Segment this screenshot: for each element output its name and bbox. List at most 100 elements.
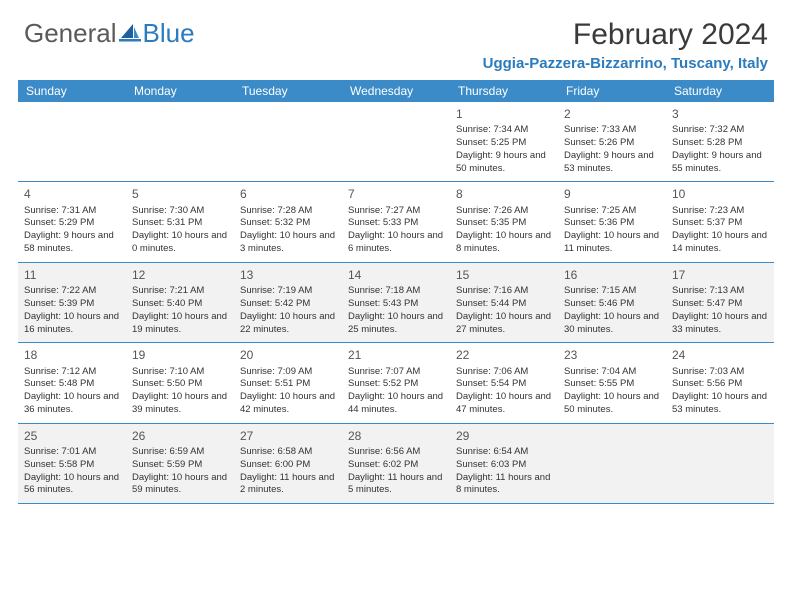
sail-icon [119,18,141,49]
day-number: 6 [240,186,336,202]
day-cell: 19Sunrise: 7:10 AMSunset: 5:50 PMDayligh… [126,343,234,422]
sunrise-text: Sunrise: 7:15 AM [564,285,660,298]
sunrise-text: Sunrise: 7:27 AM [348,205,444,218]
calendar: SundayMondayTuesdayWednesdayThursdayFrid… [0,80,792,504]
dow-cell: Friday [558,80,666,102]
title-block: February 2024 Uggia-Pazzera-Bizzarrino, … [483,18,768,72]
day-of-week-row: SundayMondayTuesdayWednesdayThursdayFrid… [18,80,774,102]
daylight-text: Daylight: 10 hours and 33 minutes. [672,311,768,337]
daylight-text: Daylight: 9 hours and 55 minutes. [672,150,768,176]
week-row: 1Sunrise: 7:34 AMSunset: 5:25 PMDaylight… [18,102,774,182]
day-cell: 20Sunrise: 7:09 AMSunset: 5:51 PMDayligh… [234,343,342,422]
day-cell: 3Sunrise: 7:32 AMSunset: 5:28 PMDaylight… [666,102,774,181]
day-cell: 24 Sunrise: 7:03 AMSunset: 5:56 PMDayligh… [666,343,774,422]
sunset-text: Sunset: 5:46 PM [564,298,660,311]
day-number: 23 [564,347,660,363]
day-cell: 13Sunrise: 7:19 AMSunset: 5:42 PMDayligh… [234,263,342,342]
sunrise-text: Sunrise: 6:59 AM [132,446,228,459]
day-cell: 21Sunrise: 7:07 AMSunset: 5:52 PMDayligh… [342,343,450,422]
day-cell: 27Sunrise: 6:58 AMSunset: 6:00 PMDayligh… [234,424,342,503]
sunrise-text: Sunrise: 6:54 AM [456,446,552,459]
day-number: 11 [24,267,120,283]
daylight-text: Daylight: 9 hours and 50 minutes. [456,150,552,176]
daylight-text: Daylight: 10 hours and 22 minutes. [240,311,336,337]
day-cell: 11Sunrise: 7:22 AMSunset: 5:39 PMDayligh… [18,263,126,342]
sunset-text: Sunset: 5:31 PM [132,217,228,230]
month-title: February 2024 [483,18,768,51]
sunset-text: Sunset: 5:25 PM [456,137,552,150]
day-cell: 10Sunrise: 7:23 AMSunset: 5:37 PMDayligh… [666,182,774,261]
daylight-text: Daylight: 10 hours and 36 minutes. [24,391,120,417]
day-number: 25 [24,428,120,444]
daylight-text: Daylight: 10 hours and 3 minutes. [240,230,336,256]
dow-cell: Monday [126,80,234,102]
dow-cell: Wednesday [342,80,450,102]
daylight-text: Daylight: 11 hours and 5 minutes. [348,472,444,498]
sunrise-text: Sunrise: 6:56 AM [348,446,444,459]
sunrise-text: Sunrise: 7:07 AM [348,366,444,379]
day-number: 1 [456,106,552,122]
day-cell [18,102,126,181]
day-cell: 6Sunrise: 7:28 AMSunset: 5:32 PMDaylight… [234,182,342,261]
day-number: 22 [456,347,552,363]
daylight-text: Daylight: 10 hours and 19 minutes. [132,311,228,337]
sunrise-text: Sunrise: 7:19 AM [240,285,336,298]
day-cell: 28Sunrise: 6:56 AMSunset: 6:02 PMDayligh… [342,424,450,503]
day-number: 10 [672,186,768,202]
sunset-text: Sunset: 6:03 PM [456,459,552,472]
day-number: 15 [456,267,552,283]
weeks-container: 1Sunrise: 7:34 AMSunset: 5:25 PMDaylight… [18,102,774,504]
day-cell: 15Sunrise: 7:16 AMSunset: 5:44 PMDayligh… [450,263,558,342]
daylight-text: Daylight: 11 hours and 2 minutes. [240,472,336,498]
sunset-text: Sunset: 5:32 PM [240,217,336,230]
header: General Blue February 2024 Uggia-Pazzera… [0,0,792,80]
daylight-text: Daylight: 10 hours and 53 minutes. [672,391,768,417]
day-cell: 7Sunrise: 7:27 AMSunset: 5:33 PMDaylight… [342,182,450,261]
sunrise-text: Sunrise: 7:33 AM [564,124,660,137]
sunset-text: Sunset: 5:47 PM [672,298,768,311]
daylight-text: Daylight: 10 hours and 25 minutes. [348,311,444,337]
dow-cell: Thursday [450,80,558,102]
day-number: 24 [672,347,768,363]
sunrise-text: Sunrise: 7:34 AM [456,124,552,137]
daylight-text: Daylight: 10 hours and 14 minutes. [672,230,768,256]
day-number: 16 [564,267,660,283]
sunset-text: Sunset: 5:56 PM [672,378,768,391]
sunset-text: Sunset: 5:44 PM [456,298,552,311]
week-row: 18Sunrise: 7:12 AMSunset: 5:48 PMDayligh… [18,343,774,423]
daylight-text: Daylight: 10 hours and 39 minutes. [132,391,228,417]
day-number: 26 [132,428,228,444]
sunrise-text: Sunrise: 7:01 AM [24,446,120,459]
day-cell: 1 Sunrise: 7:34 AMSunset: 5:25 PMDaylight… [450,102,558,181]
day-cell: 25Sunrise: 7:01 AMSunset: 5:58 PMDayligh… [18,424,126,503]
day-number: 14 [348,267,444,283]
sunset-text: Sunset: 5:39 PM [24,298,120,311]
week-row: 25Sunrise: 7:01 AMSunset: 5:58 PMDayligh… [18,424,774,504]
sunset-text: Sunset: 5:52 PM [348,378,444,391]
dow-cell: Sunday [18,80,126,102]
daylight-text: Daylight: 10 hours and 50 minutes. [564,391,660,417]
sunrise-text: Sunrise: 7:18 AM [348,285,444,298]
day-cell [126,102,234,181]
daylight-text: Daylight: 10 hours and 11 minutes. [564,230,660,256]
day-cell: 22Sunrise: 7:06 AMSunset: 5:54 PMDayligh… [450,343,558,422]
sunrise-text: Sunrise: 6:58 AM [240,446,336,459]
week-row: 4Sunrise: 7:31 AMSunset: 5:29 PMDaylight… [18,182,774,262]
day-cell [234,102,342,181]
day-number: 13 [240,267,336,283]
sunrise-text: Sunrise: 7:06 AM [456,366,552,379]
daylight-text: Daylight: 10 hours and 16 minutes. [24,311,120,337]
brand-text-1: General [24,18,117,49]
sunrise-text: Sunrise: 7:23 AM [672,205,768,218]
daylight-text: Daylight: 9 hours and 58 minutes. [24,230,120,256]
day-number: 9 [564,186,660,202]
day-number: 17 [672,267,768,283]
day-cell: 26Sunrise: 6:59 AMSunset: 5:59 PMDayligh… [126,424,234,503]
sunset-text: Sunset: 5:35 PM [456,217,552,230]
sunset-text: Sunset: 5:55 PM [564,378,660,391]
day-number: 12 [132,267,228,283]
daylight-text: Daylight: 10 hours and 8 minutes. [456,230,552,256]
day-cell: 16Sunrise: 7:15 AMSunset: 5:46 PMDayligh… [558,263,666,342]
day-number: 3 [672,106,768,122]
sunrise-text: Sunrise: 7:03 AM [672,366,768,379]
